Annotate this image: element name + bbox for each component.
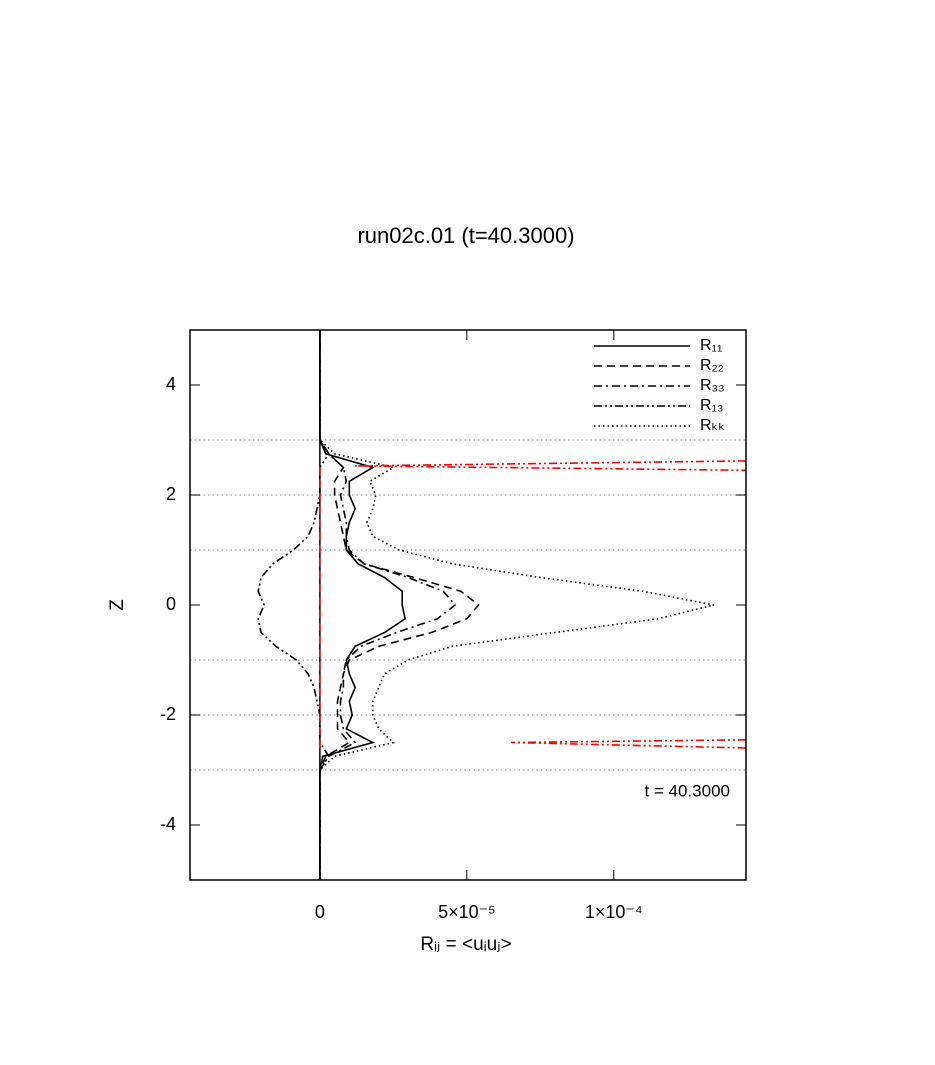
x-tick-label: 1×10⁻⁴ bbox=[585, 902, 643, 922]
annotation: t = 40.3000 bbox=[644, 781, 730, 800]
y-tick-label: 2 bbox=[166, 484, 176, 504]
series-line bbox=[319, 330, 480, 880]
y-tick-label: 4 bbox=[166, 374, 176, 394]
y-tick-label: 0 bbox=[166, 594, 176, 614]
series-line bbox=[319, 330, 714, 880]
series-line bbox=[257, 330, 330, 880]
plot-area bbox=[190, 330, 746, 880]
legend-label: R₁₁ bbox=[700, 337, 722, 354]
chart-title: run02c.01 (t=40.3000) bbox=[357, 223, 574, 248]
series-line bbox=[355, 460, 746, 749]
y-axis-label: Z bbox=[107, 599, 128, 611]
y-tick-label: -2 bbox=[160, 704, 176, 724]
legend-label: Rₖₖ bbox=[700, 417, 725, 434]
x-tick-label: 0 bbox=[315, 902, 325, 922]
x-tick-label: 5×10⁻⁵ bbox=[438, 902, 496, 922]
series-line bbox=[319, 330, 457, 880]
legend-label: R₃₃ bbox=[700, 377, 725, 394]
x-axis-label: Rᵢⱼ = <uᵢuⱼ> bbox=[420, 934, 511, 955]
legend-label: R₂₂ bbox=[700, 357, 724, 374]
series-line bbox=[319, 330, 406, 880]
y-tick-label: -4 bbox=[160, 814, 176, 834]
legend-label: R₁₃ bbox=[700, 397, 723, 414]
